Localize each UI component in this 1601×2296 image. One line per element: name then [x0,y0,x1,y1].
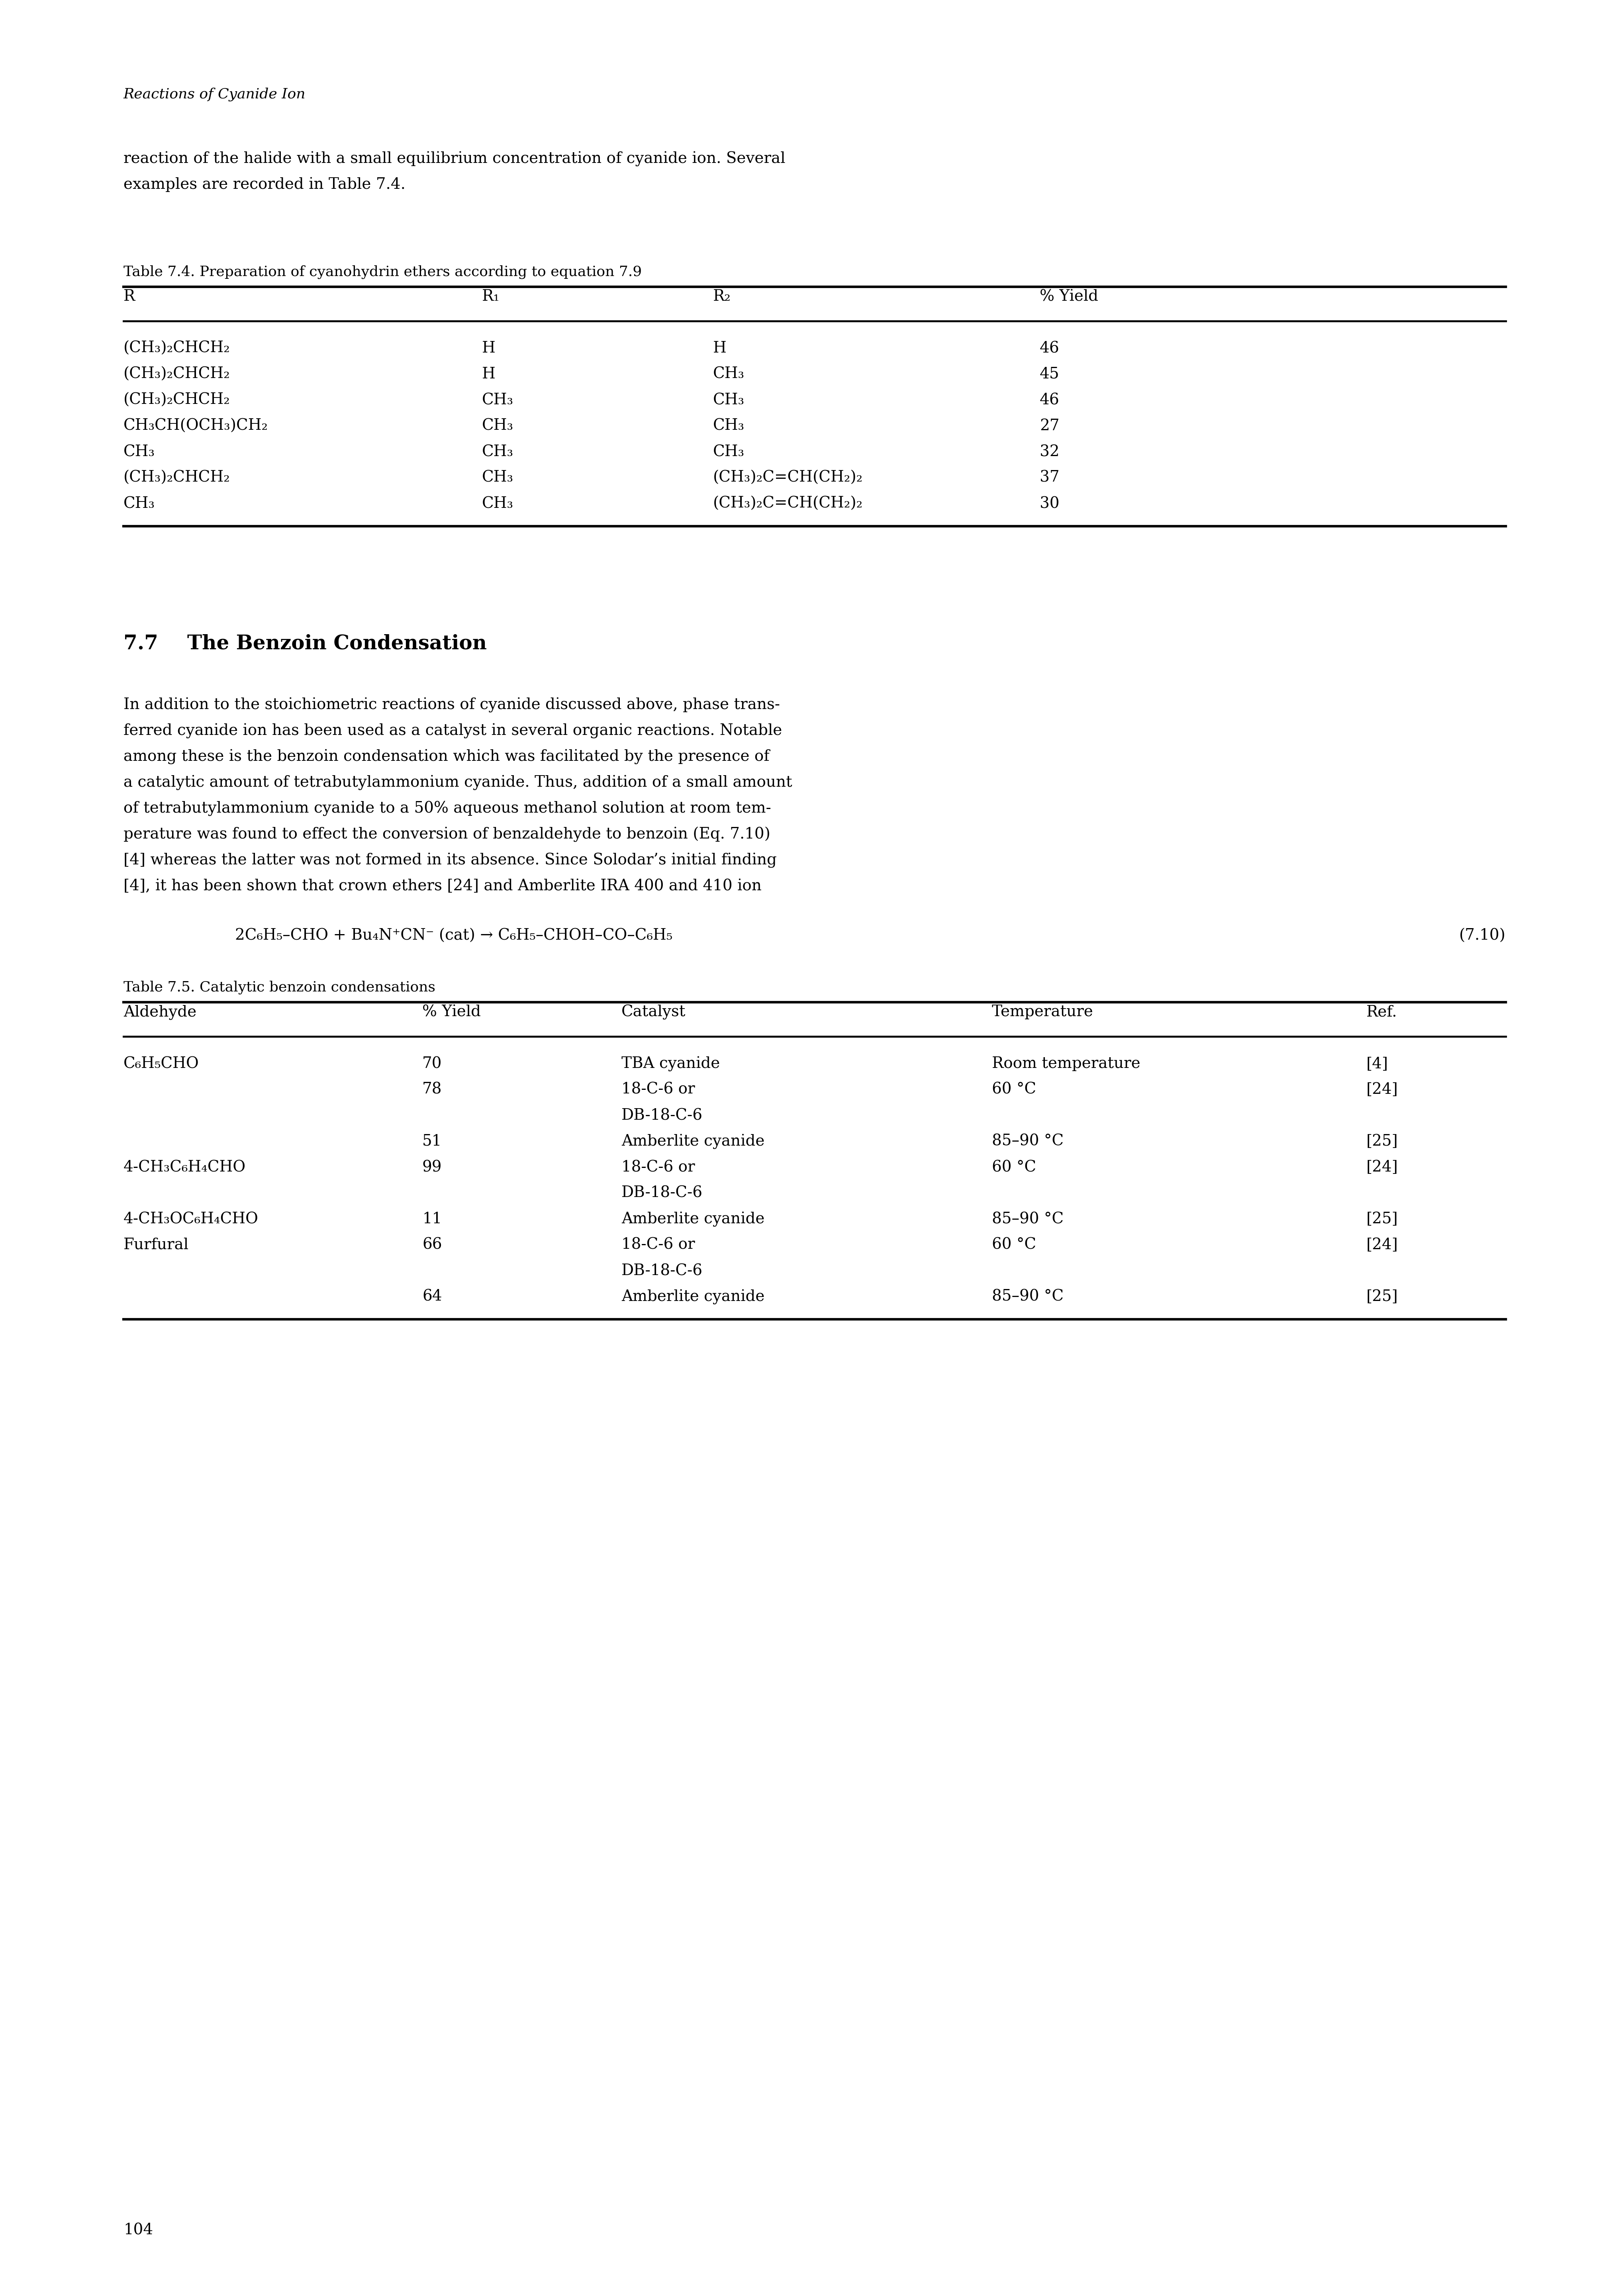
Text: DB-18-C-6: DB-18-C-6 [621,1185,703,1201]
Text: CH₃: CH₃ [482,471,514,484]
Text: 18-C-6 or: 18-C-6 or [621,1081,695,1097]
Text: reaction of the halide with a small equilibrium concentration of cyanide ion. Se: reaction of the halide with a small equi… [123,152,786,168]
Text: 32: 32 [1039,445,1060,459]
Text: [4] whereas the latter was not formed in its absence. Since Solodar’s initial fi: [4] whereas the latter was not formed in… [123,852,776,868]
Text: (CH₃)₂C=CH(CH₂)₂: (CH₃)₂C=CH(CH₂)₂ [712,496,863,512]
Text: [25]: [25] [1366,1212,1398,1226]
Text: R: R [123,289,134,303]
Text: 18-C-6 or: 18-C-6 or [621,1159,695,1176]
Text: Furfural: Furfural [123,1238,189,1251]
Text: 4-CH₃C₆H₄CHO: 4-CH₃C₆H₄CHO [123,1159,247,1176]
Text: Temperature: Temperature [993,1006,1093,1019]
Text: In addition to the stoichiometric reactions of cyanide discussed above, phase tr: In addition to the stoichiometric reacti… [123,698,780,712]
Text: 11: 11 [423,1212,442,1226]
Text: 60 °C: 60 °C [993,1081,1036,1097]
Text: 104: 104 [123,2223,154,2236]
Text: 7.7: 7.7 [123,634,158,654]
Text: (CH₃)₂CHCH₂: (CH₃)₂CHCH₂ [123,393,231,406]
Text: CH₃: CH₃ [712,418,744,434]
Text: 27: 27 [1039,418,1060,434]
Text: [24]: [24] [1366,1238,1398,1251]
Text: of tetrabutylammonium cyanide to a 50% aqueous methanol solution at room tem-: of tetrabutylammonium cyanide to a 50% a… [123,801,772,815]
Text: 60 °C: 60 °C [993,1238,1036,1251]
Text: 85–90 °C: 85–90 °C [993,1134,1063,1148]
Text: Reactions of Cyanide Ion: Reactions of Cyanide Ion [123,87,306,101]
Text: (CH₃)₂CHCH₂: (CH₃)₂CHCH₂ [123,471,231,484]
Text: Table 7.5. Catalytic benzoin condensations: Table 7.5. Catalytic benzoin condensatio… [123,980,435,994]
Text: CH₃: CH₃ [712,445,744,459]
Text: Catalyst: Catalyst [621,1006,685,1019]
Text: CH₃CH(OCH₃)CH₂: CH₃CH(OCH₃)CH₂ [123,418,267,434]
Text: DB-18-C-6: DB-18-C-6 [621,1263,703,1279]
Text: H: H [712,342,727,356]
Text: (CH₃)₂C=CH(CH₂)₂: (CH₃)₂C=CH(CH₂)₂ [712,471,863,484]
Text: TBA cyanide: TBA cyanide [621,1056,720,1072]
Text: Ref.: Ref. [1366,1006,1398,1019]
Text: % Yield: % Yield [423,1006,480,1019]
Text: 30: 30 [1039,496,1060,512]
Text: Amberlite cyanide: Amberlite cyanide [621,1134,765,1150]
Text: 51: 51 [423,1134,442,1148]
Text: 4-CH₃OC₆H₄CHO: 4-CH₃OC₆H₄CHO [123,1212,258,1226]
Text: DB-18-C-6: DB-18-C-6 [621,1109,703,1123]
Text: among these is the benzoin condensation which was facilitated by the presence of: among these is the benzoin condensation … [123,748,770,765]
Text: R₂: R₂ [712,289,732,303]
Text: 85–90 °C: 85–90 °C [993,1290,1063,1304]
Text: a catalytic amount of tetrabutylammonium cyanide. Thus, addition of a small amou: a catalytic amount of tetrabutylammonium… [123,776,792,790]
Text: [4], it has been shown that crown ethers [24] and Amberlite IRA 400 and 410 ion: [4], it has been shown that crown ethers… [123,879,762,893]
Text: CH₃: CH₃ [482,393,514,406]
Text: Aldehyde: Aldehyde [123,1006,197,1019]
Text: 46: 46 [1039,342,1060,356]
Text: CH₃: CH₃ [712,393,744,406]
Text: % Yield: % Yield [1039,289,1098,303]
Text: 99: 99 [423,1159,442,1176]
Text: 70: 70 [423,1056,442,1072]
Text: CH₃: CH₃ [712,367,744,381]
Text: [4]: [4] [1366,1056,1388,1072]
Text: perature was found to effect the conversion of benzaldehyde to benzoin (Eq. 7.10: perature was found to effect the convers… [123,827,770,843]
Text: (CH₃)₂CHCH₂: (CH₃)₂CHCH₂ [123,342,231,356]
Text: 45: 45 [1039,367,1060,381]
Text: CH₃: CH₃ [482,496,514,512]
Text: 60 °C: 60 °C [993,1159,1036,1176]
Text: CH₃: CH₃ [123,445,155,459]
Text: H: H [482,367,495,381]
Text: (7.10): (7.10) [1459,928,1507,944]
Text: 66: 66 [423,1238,442,1251]
Text: The Benzoin Condensation: The Benzoin Condensation [187,634,487,654]
Text: R₁: R₁ [482,289,500,303]
Text: [24]: [24] [1366,1159,1398,1176]
Text: Amberlite cyanide: Amberlite cyanide [621,1212,765,1226]
Text: CH₃: CH₃ [482,418,514,434]
Text: Table 7.4. Preparation of cyanohydrin ethers according to equation 7.9: Table 7.4. Preparation of cyanohydrin et… [123,264,642,278]
Text: Room temperature: Room temperature [993,1056,1140,1072]
Text: 46: 46 [1039,393,1060,406]
Text: (CH₃)₂CHCH₂: (CH₃)₂CHCH₂ [123,367,231,381]
Text: 78: 78 [423,1081,442,1097]
Text: Amberlite cyanide: Amberlite cyanide [621,1290,765,1304]
Text: [24]: [24] [1366,1081,1398,1097]
Text: C₆H₅CHO: C₆H₅CHO [123,1056,199,1072]
Text: 64: 64 [423,1290,442,1304]
Text: 37: 37 [1039,471,1060,484]
Text: 18-C-6 or: 18-C-6 or [621,1238,695,1251]
Text: examples are recorded in Table 7.4.: examples are recorded in Table 7.4. [123,177,405,193]
Text: [25]: [25] [1366,1134,1398,1148]
Text: CH₃: CH₃ [482,445,514,459]
Text: ferred cyanide ion has been used as a catalyst in several organic reactions. Not: ferred cyanide ion has been used as a ca… [123,723,781,739]
Text: 2C₆H₅–CHO + Bu₄N⁺CN⁻ (cat) → C₆H₅–CHOH–CO–C₆H₅: 2C₆H₅–CHO + Bu₄N⁺CN⁻ (cat) → C₆H₅–CHOH–C… [235,928,672,944]
Text: [25]: [25] [1366,1290,1398,1304]
Text: CH₃: CH₃ [123,496,155,512]
Text: H: H [482,342,495,356]
Text: 85–90 °C: 85–90 °C [993,1212,1063,1226]
